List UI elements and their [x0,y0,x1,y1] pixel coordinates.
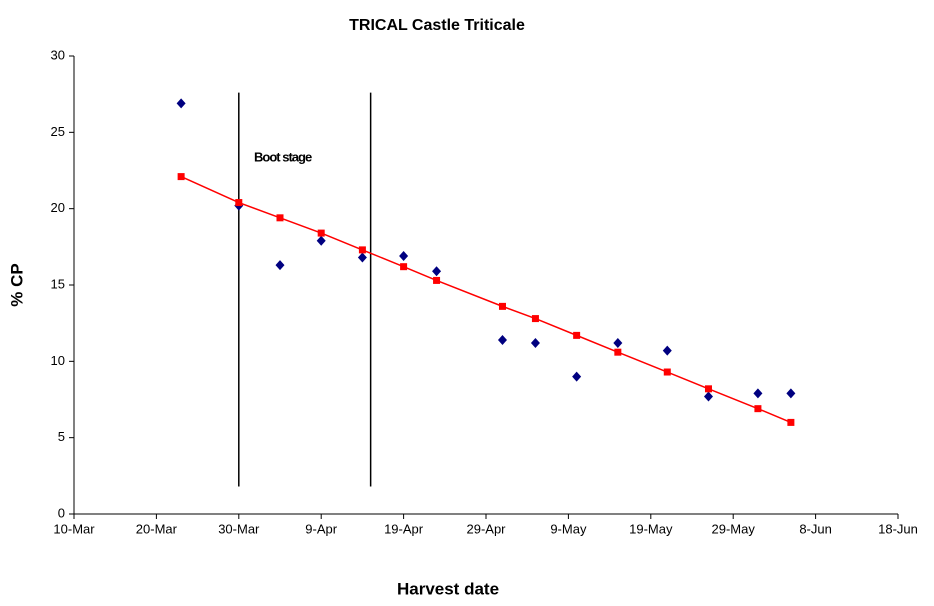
x-tick-label: 20-Mar [136,521,178,536]
point [432,266,442,277]
point [317,229,325,237]
point [498,302,506,310]
point [787,418,795,426]
point [400,263,408,271]
y-tick-label: 25 [51,124,65,139]
y-tick-label: 20 [51,200,65,215]
x-tick-label: 19-Apr [384,521,424,536]
y-tick-label: 10 [51,353,65,368]
x-tick-label: 29-Apr [466,521,506,536]
x-tick-label: 8-Jun [799,521,832,536]
point [275,260,285,271]
point [703,391,713,402]
point [662,345,672,356]
y-axis-title: % CP [7,263,26,306]
x-tick-label: 18-Jun [878,521,918,536]
point [704,385,712,393]
point [754,405,762,413]
point [358,246,366,254]
x-tick-label: 9-May [550,521,587,536]
point [235,199,243,207]
point [176,98,186,109]
point [786,388,796,399]
point [433,276,441,284]
point [572,371,582,382]
y-tick-label: 0 [58,505,65,520]
x-tick-label: 19-May [629,521,673,536]
point [276,214,284,222]
point [357,252,367,263]
point [530,338,540,349]
point [316,235,326,246]
x-tick-label: 29-May [712,521,756,536]
y-tick-label: 5 [58,429,65,444]
x-tick-label: 10-Mar [53,521,95,536]
x-axis-title: Harvest date [397,579,499,598]
y-tick-label: 15 [51,276,65,291]
x-tick-label: 30-Mar [218,521,260,536]
point [497,334,507,345]
point [753,388,763,399]
y-tick-label: 30 [51,47,65,62]
point [399,250,409,261]
trend-line [180,175,792,424]
point [614,348,622,356]
annotation: Boot stage [254,149,312,164]
x-tick-label: 9-Apr [305,521,337,536]
point [663,368,671,376]
point [531,315,539,323]
point [613,338,623,349]
point [177,173,185,181]
chart-title: TRICAL Castle Triticale [349,17,525,34]
point [573,331,581,339]
